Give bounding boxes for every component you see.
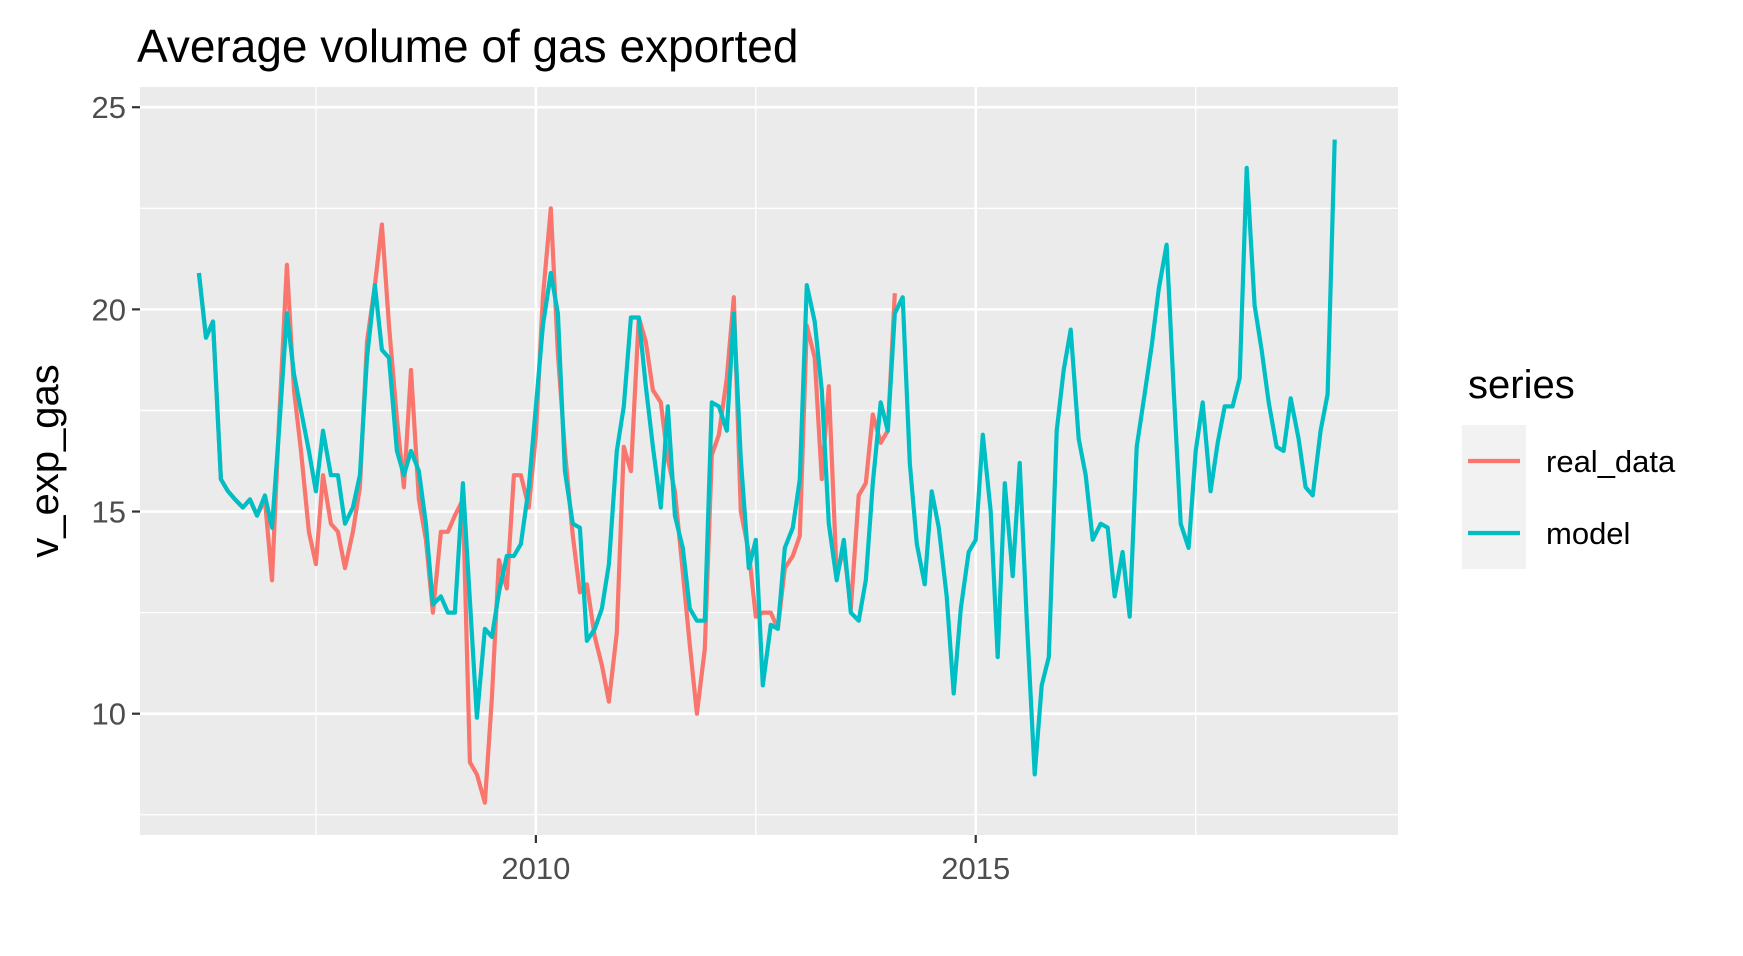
y-tick-label: 15	[92, 495, 126, 530]
axis-ticks: 2010 2015 10 15 20 25	[92, 90, 1011, 886]
legend-label: model	[1546, 516, 1630, 551]
y-tick-label: 10	[92, 697, 126, 732]
x-tick-label: 2010	[501, 851, 570, 886]
y-axis-title: v_exp_gas	[23, 364, 67, 557]
chart-title: Average volume of gas exported	[137, 20, 798, 72]
series-lines	[196, 139, 1337, 805]
legend-label: real_data	[1546, 444, 1676, 479]
legend-item-real_data: real_data	[1462, 425, 1676, 497]
x-tick-label: 2015	[941, 851, 1010, 886]
y-tick-label: 20	[92, 292, 126, 327]
legend-title: series	[1468, 363, 1575, 407]
y-tick-label: 25	[92, 90, 126, 125]
plot-panel	[140, 87, 1398, 835]
legend-item-model: model	[1462, 497, 1630, 569]
series-line-model	[196, 139, 1337, 777]
